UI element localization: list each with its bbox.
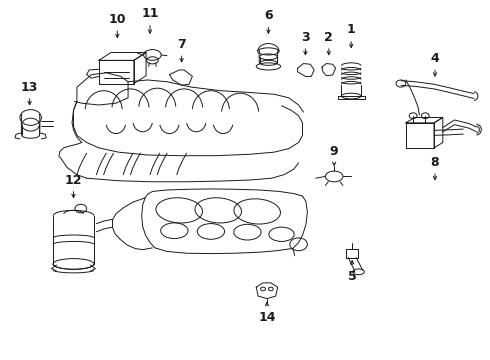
Text: 11: 11 xyxy=(141,8,159,21)
Text: 4: 4 xyxy=(431,52,440,65)
Text: 8: 8 xyxy=(431,156,440,168)
Text: 9: 9 xyxy=(330,145,339,158)
Text: 14: 14 xyxy=(258,311,276,324)
Text: 12: 12 xyxy=(65,174,82,186)
Text: 1: 1 xyxy=(347,23,356,36)
Text: 3: 3 xyxy=(301,31,310,44)
Text: 7: 7 xyxy=(177,38,186,51)
Text: 5: 5 xyxy=(348,270,357,283)
Text: 10: 10 xyxy=(109,13,126,26)
Text: 6: 6 xyxy=(264,9,273,22)
Text: 2: 2 xyxy=(324,31,333,44)
Text: 13: 13 xyxy=(21,81,38,94)
